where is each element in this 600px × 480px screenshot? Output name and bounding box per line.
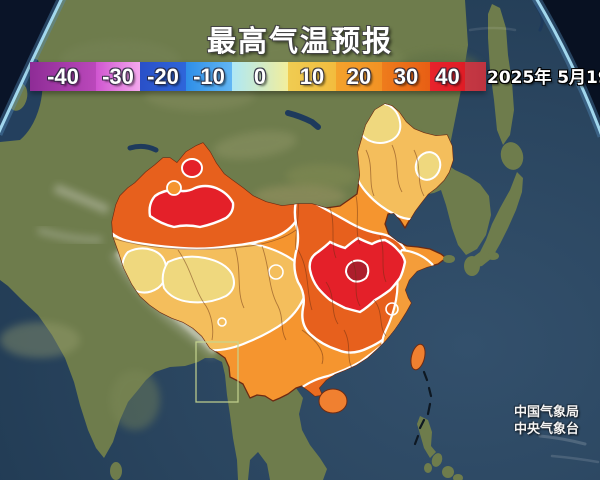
legend-segment: 10 [288, 62, 336, 91]
province-borders [112, 144, 425, 369]
jeju [443, 255, 455, 263]
agency-watermark: 中国气象局 中央气象台 [514, 404, 579, 438]
legend-segment-label: 30 [393, 64, 419, 89]
agency-line-2: 中央气象台 [513, 422, 579, 437]
legend-segment-label: -30 [102, 64, 134, 89]
taiwan-island [410, 343, 426, 371]
lake-baikal [285, 110, 321, 130]
hokkaido [500, 142, 524, 170]
legend-segment-label: 10 [299, 64, 325, 89]
cloud-streaks [468, 26, 600, 464]
temperature-legend: -40 -30 -20 -10 0 10 20 30 40 [30, 62, 486, 91]
legend-segment: -20 [140, 62, 186, 91]
kyushu [464, 256, 480, 276]
legend-segment: 0 [232, 62, 288, 91]
legend-segment: -10 [186, 62, 232, 91]
legend-segment: 40 [430, 62, 465, 91]
legend-segment-label: 0 [253, 64, 267, 89]
china-temperature-overlay [111, 103, 454, 414]
legend-segment: -40 [30, 62, 96, 91]
legend-segment [465, 62, 486, 91]
shikoku [487, 252, 499, 260]
page-title: 最高气温预报 [206, 24, 394, 58]
legend-segment-label: 20 [346, 64, 372, 89]
sakhalin [488, 4, 514, 145]
band-red-tarim [148, 184, 235, 229]
legend-segment-label: -10 [193, 64, 225, 89]
ryukyu-chain [413, 370, 433, 446]
spot-red-turpan [181, 158, 203, 178]
legend-segment-label: -20 [147, 64, 179, 89]
legend-segment: 20 [336, 62, 382, 91]
legend-segment: -30 [96, 62, 140, 91]
river [534, 4, 544, 32]
band-yellow-northeast-2 [414, 151, 442, 181]
legend-segment-label: -40 [47, 64, 79, 89]
globe-limb-top-right [532, 0, 600, 138]
legend-segment-label: 40 [435, 64, 460, 89]
legend-segment: 30 [382, 62, 430, 91]
forecast-date: 2025年 5月19日 [487, 68, 600, 88]
agency-line-1: 中国气象局 [513, 405, 579, 420]
honshu [466, 172, 523, 268]
sri-lanka [110, 462, 122, 480]
band-dark-red-core [344, 259, 370, 283]
lake-balkhash [127, 143, 159, 153]
spot-orange-ring [166, 180, 182, 196]
inset-box [195, 341, 239, 403]
hainan-island [318, 388, 348, 414]
islands [110, 4, 524, 480]
band-yellow-center [161, 255, 235, 304]
